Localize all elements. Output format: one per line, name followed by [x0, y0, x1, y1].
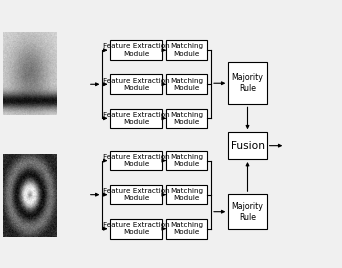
Text: Feature Extraction
Module: Feature Extraction Module	[103, 77, 170, 91]
FancyBboxPatch shape	[110, 109, 162, 128]
Text: Matching
Module: Matching Module	[170, 188, 203, 202]
FancyBboxPatch shape	[166, 40, 207, 60]
Text: Matching
Module: Matching Module	[170, 43, 203, 57]
Text: Majority
Rule: Majority Rule	[232, 202, 263, 222]
Text: Feature Extraction
Module: Feature Extraction Module	[103, 43, 170, 57]
Text: Feature Extraction
Module: Feature Extraction Module	[103, 154, 170, 168]
Text: Majority
Rule: Majority Rule	[232, 73, 263, 93]
FancyBboxPatch shape	[166, 151, 207, 170]
Text: Feature Extraction
Module: Feature Extraction Module	[103, 188, 170, 202]
FancyBboxPatch shape	[110, 151, 162, 170]
FancyBboxPatch shape	[228, 132, 267, 159]
FancyBboxPatch shape	[110, 219, 162, 239]
FancyBboxPatch shape	[166, 75, 207, 94]
FancyBboxPatch shape	[110, 75, 162, 94]
FancyBboxPatch shape	[228, 62, 267, 104]
FancyBboxPatch shape	[228, 194, 267, 229]
Text: Matching
Module: Matching Module	[170, 222, 203, 236]
FancyBboxPatch shape	[166, 185, 207, 204]
Text: Feature Extraction
Module: Feature Extraction Module	[103, 222, 170, 236]
Text: Fusion: Fusion	[231, 141, 264, 151]
FancyBboxPatch shape	[166, 109, 207, 128]
Text: Matching
Module: Matching Module	[170, 111, 203, 125]
Text: Matching
Module: Matching Module	[170, 77, 203, 91]
Text: Feature Extraction
Module: Feature Extraction Module	[103, 111, 170, 125]
FancyBboxPatch shape	[166, 219, 207, 239]
FancyBboxPatch shape	[110, 40, 162, 60]
FancyBboxPatch shape	[110, 185, 162, 204]
Text: Matching
Module: Matching Module	[170, 154, 203, 168]
